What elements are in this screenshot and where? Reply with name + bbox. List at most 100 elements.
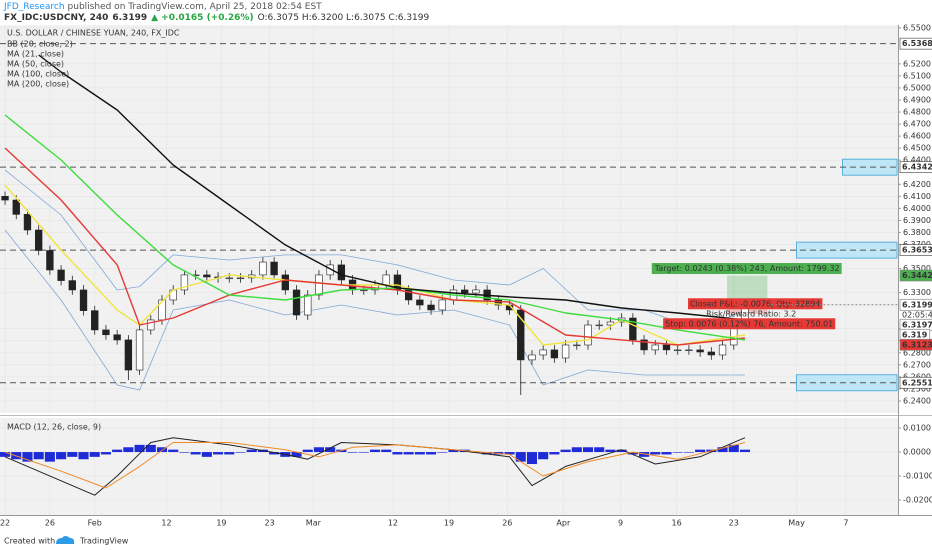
- candle-body: [427, 304, 435, 311]
- legend-entry: MA (21, close): [7, 50, 64, 59]
- candle-body: [674, 349, 682, 352]
- candle-body: [57, 269, 65, 281]
- candle-body: [718, 344, 727, 356]
- macd-histogram-bar: [392, 452, 403, 455]
- candle-body: [573, 344, 581, 347]
- y-tick-label: 6.4200: [903, 180, 931, 189]
- label-box: [663, 318, 836, 330]
- y-tick-label: 0.0100: [903, 424, 931, 433]
- x-tick-label: 12: [388, 519, 398, 528]
- moving-average: [4, 184, 746, 346]
- y-tick-label: 6.4900: [903, 95, 931, 104]
- candle-body: [651, 344, 659, 351]
- macd-histogram-bar: [560, 449, 571, 453]
- y-tick-label: 6.3300: [903, 288, 931, 297]
- candle-body: [102, 329, 110, 336]
- macd-title: MACD (12, 26, close, 9): [7, 423, 101, 432]
- candle-body: [662, 344, 671, 351]
- y-tick-label: 6.2600: [903, 372, 931, 381]
- macd-histogram-bar: [201, 452, 212, 457]
- macd-histogram-bar: [302, 449, 313, 453]
- y-tick-label: 6.2700: [903, 360, 931, 369]
- macd-line: [4, 442, 746, 489]
- macd-histogram-bar: [437, 452, 448, 453]
- macd-histogram-bar: [728, 444, 739, 453]
- x-tick-label: 12: [161, 519, 171, 528]
- macd-histogram-bar: [571, 447, 582, 453]
- macd-histogram-bar: [683, 452, 694, 453]
- x-tick-label: 23: [265, 519, 275, 528]
- price-label: 6.3199: [902, 300, 932, 309]
- candle-body: [203, 274, 211, 278]
- target-text: Target: 0.0243 (0.38%) 243, Amount: 1799…: [654, 264, 840, 273]
- candle-body: [416, 299, 424, 306]
- macd-histogram-bar: [235, 452, 246, 453]
- change: ▲ +0.0165 (+0.26%): [151, 13, 253, 23]
- candle-body: [337, 264, 346, 281]
- y-tick-label: 6.5500: [903, 23, 931, 32]
- level-box: [796, 241, 898, 259]
- level-box: [796, 374, 898, 392]
- macd-histogram-bar: [0, 452, 11, 457]
- candle-body: [1, 196, 9, 201]
- candle-body: [539, 349, 547, 356]
- macd-histogram-bar: [156, 447, 168, 453]
- level-price-label: 6.5368: [902, 39, 932, 48]
- x-tick-label: Feb: [88, 519, 102, 528]
- author[interactable]: JFD_Research: [3, 2, 65, 12]
- y-tick-label: 6.4600: [903, 132, 931, 141]
- candle-body: [472, 289, 480, 294]
- macd-histogram-bar: [549, 452, 560, 455]
- macd-histogram-bar: [661, 452, 672, 455]
- pane-title: U.S. DOLLAR / CHINESE YUAN, 240, FX_IDC: [7, 29, 180, 38]
- macd-histogram-bar: [717, 447, 728, 453]
- y-tick-label: 6.4800: [903, 108, 931, 117]
- level-price-label: 6.2551: [902, 378, 932, 387]
- y-tick-label: 6.3900: [903, 216, 931, 225]
- price-label: 6.319: [902, 330, 928, 339]
- published: published on TradingView.com, April 25, …: [68, 2, 323, 12]
- x-tick-label: 26: [45, 519, 55, 528]
- macd-histogram-bar: [213, 452, 224, 455]
- y-tick-label: 6.2500: [903, 384, 931, 393]
- macd-histogram-bar: [291, 452, 302, 457]
- level-price-label: 6.4342: [902, 163, 932, 172]
- candle-body: [113, 334, 121, 341]
- brand-logo: [56, 536, 75, 544]
- candle-body: [147, 319, 155, 331]
- countdown: 02:05:44: [902, 310, 932, 319]
- y-tick-label: 6.3500: [903, 264, 931, 273]
- level-price-label: 6.3653: [902, 246, 932, 255]
- x-tick-label: 19: [444, 519, 454, 528]
- macd-histogram-bar: [78, 452, 89, 460]
- footer-brand[interactable]: TradingView: [79, 537, 129, 546]
- candle-body: [304, 294, 312, 316]
- candle-body: [707, 351, 716, 356]
- x-tick-label: 16: [671, 519, 681, 528]
- x-tick-label: 23: [729, 519, 739, 528]
- macd-histogram-bar: [67, 452, 78, 457]
- macd-histogram-bar: [739, 449, 751, 453]
- candle-body: [517, 309, 525, 361]
- candle-body: [360, 289, 368, 292]
- price-label: 6.3123: [902, 340, 932, 349]
- y-tick-label: 6.2400: [903, 396, 931, 405]
- stop-text: Stop: 0.0076 (0.12%) 76, Amount: 750.01: [665, 319, 833, 328]
- moving-average: [4, 147, 746, 346]
- macd-histogram-bar: [224, 452, 235, 455]
- macd-histogram-bar: [89, 452, 100, 457]
- bb-lower: [4, 229, 745, 391]
- last-price: 6.3199: [112, 13, 147, 23]
- macd-histogram-bar: [100, 452, 111, 455]
- y-tick-label: 0.0000: [903, 448, 931, 457]
- macd-histogram-bar: [627, 452, 638, 455]
- macd-histogram-bar: [526, 452, 538, 465]
- candle-body: [281, 274, 289, 291]
- pnl-text: Closed P&L: -0.0076, Qty: 32894: [690, 299, 820, 308]
- candle-body: [135, 329, 144, 371]
- macd-histogram-bar: [112, 449, 123, 453]
- price-label: 6.3442: [902, 271, 932, 280]
- macd-histogram-bar: [123, 447, 134, 453]
- plot-layer: 22 26 Feb 12 19 23 Mar 12 19 26 Apr 9 16 23 May 7 6.2400…: [0, 23, 932, 528]
